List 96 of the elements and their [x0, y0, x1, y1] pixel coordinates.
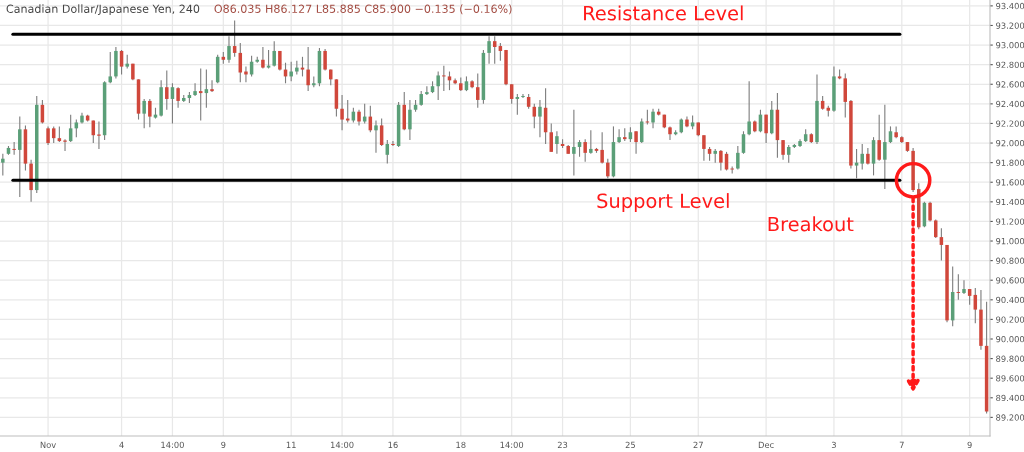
candlestick — [323, 48, 327, 72]
candlestick — [736, 145, 740, 171]
candlestick — [487, 35, 491, 65]
candlestick — [781, 139, 785, 161]
y-tick-label: 92.400 — [996, 100, 1024, 108]
x-tick-label: 16 — [388, 441, 398, 449]
x-tick-label: 9 — [221, 441, 226, 449]
candlestick — [883, 104, 887, 190]
y-tick-label: 92.800 — [996, 61, 1024, 68]
candlestick — [12, 141, 16, 156]
candlestick — [340, 94, 344, 131]
candlestick — [583, 138, 587, 163]
candlestick — [227, 35, 231, 64]
x-tick-label: Dec — [758, 441, 774, 449]
y-tick-label: 91.400 — [996, 198, 1024, 206]
candlestick — [860, 143, 864, 171]
y-tick-label: 89.600 — [996, 375, 1024, 382]
candlestick — [600, 131, 604, 165]
candlestick — [210, 79, 214, 93]
candlestick — [956, 273, 961, 301]
y-tick-label: 92.000 — [996, 140, 1024, 147]
candlestick — [668, 125, 672, 141]
x-tick-label: 18 — [456, 441, 466, 449]
y-tick-label: 90.200 — [996, 316, 1024, 323]
x-tick-label: 3 — [831, 441, 836, 449]
x-tick-label: Nov — [40, 441, 56, 449]
candlestick — [606, 158, 610, 179]
candlestick — [148, 98, 152, 128]
y-tick-label: 91.600 — [996, 179, 1024, 186]
candlestick — [306, 46, 310, 92]
x-tick-label: 4 — [119, 441, 124, 448]
x-tick-label: 27 — [693, 441, 703, 448]
candlestick — [193, 82, 197, 97]
candlestick — [747, 80, 751, 136]
candlestick — [589, 129, 593, 155]
candlestick — [476, 72, 480, 109]
candlestick — [894, 125, 898, 139]
candlestick — [555, 130, 559, 155]
candlestick — [408, 99, 412, 141]
candlestick — [436, 70, 440, 101]
candlestick — [425, 85, 429, 96]
candlestick — [521, 93, 525, 99]
annotation: Breakout — [768, 216, 854, 232]
candlestick — [719, 149, 723, 172]
y-tick-label: 91.800 — [996, 159, 1024, 166]
x-tick-label: 14:00 — [161, 441, 184, 449]
y-tick-label: 93.200 — [996, 22, 1024, 29]
candlestick — [272, 40, 276, 68]
candlestick — [176, 86, 180, 109]
y-tick-label: 91.000 — [996, 238, 1024, 245]
candlestick — [764, 114, 768, 144]
candlestick — [854, 148, 859, 179]
candlestick — [702, 134, 706, 162]
candlestick — [651, 108, 655, 129]
x-tick-label: 11 — [286, 441, 296, 448]
candlestick — [391, 140, 395, 147]
y-tick-label: 90.400 — [996, 296, 1024, 304]
y-tick-label: 92.200 — [996, 120, 1024, 127]
candlestick — [538, 99, 542, 138]
ref-line-label: Support Level — [597, 193, 729, 212]
y-tick-label: 89.200 — [996, 414, 1024, 421]
candlestick — [572, 109, 576, 176]
candlestick — [962, 279, 966, 295]
candlestick — [261, 46, 265, 70]
candlestick — [1, 153, 5, 176]
y-tick-label: 89.400 — [996, 394, 1024, 402]
candlestick — [142, 98, 146, 129]
chart-subtitle: O86.035 H86.127 L85.885 C85.900 −0.135 (−0.16%) — [214, 4, 512, 15]
y-tick-label: 90.000 — [996, 335, 1024, 343]
y-tick-label: 92.600 — [996, 81, 1024, 88]
candlestick — [289, 61, 293, 82]
x-tick-label: 9 — [967, 441, 972, 449]
candlestick — [928, 201, 932, 222]
candlestick — [770, 100, 774, 135]
ref-line-label: Resistance Level — [584, 5, 743, 21]
candlestick — [617, 128, 621, 144]
candlestick — [442, 65, 446, 92]
x-tick-label: 7 — [899, 441, 904, 448]
chart-title: Canadian Dollar/Japanese Yen, 240 — [6, 4, 200, 16]
candlestick — [165, 69, 169, 111]
candlestick — [108, 51, 112, 84]
y-tick-label: 90.800 — [996, 257, 1024, 264]
y-tick-label: 90.600 — [996, 277, 1024, 284]
x-tick-label: 14:00 — [330, 441, 354, 449]
x-tick-label: 25 — [625, 441, 635, 449]
candlestick — [18, 116, 22, 198]
x-tick-label: 23 — [557, 441, 568, 449]
candlestick — [46, 125, 50, 146]
x-tick-label: 14:00 — [500, 441, 524, 449]
candlestick — [374, 119, 378, 154]
y-tick-label: 93.400 — [996, 2, 1024, 10]
candlestick — [877, 114, 881, 162]
y-tick-label: 91.200 — [996, 218, 1024, 225]
candlestick — [634, 130, 638, 155]
y-tick-label: 93.000 — [996, 42, 1024, 49]
y-tick-label: 89.800 — [996, 355, 1024, 362]
